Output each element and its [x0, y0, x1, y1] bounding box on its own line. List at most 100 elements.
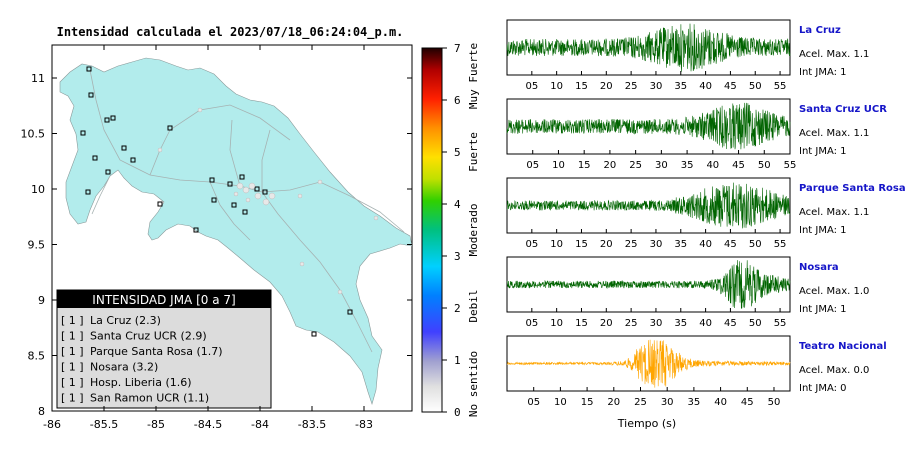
trace-tick-label: 20 [600, 318, 613, 329]
trace-tick-label: 35 [674, 318, 687, 329]
legend-item-name: Santa Cruz UCR (2.9) [90, 330, 207, 343]
lon-tick-label: -84 [251, 418, 269, 431]
station-name: Teatro Nacional [799, 341, 887, 352]
station-jma: Int JMA: 1 [799, 225, 847, 236]
lat-axis: 11 10.5 10 9.5 9 8.5 8 [21, 72, 412, 418]
legend-item-level: [ 1 ] [61, 392, 84, 405]
station-acel: Acel. Max. 1.1 [799, 49, 869, 60]
trace-tick-label: 25 [629, 160, 642, 171]
trace-tick-label: 50 [749, 239, 762, 250]
trace-tick-label: 40 [699, 81, 712, 92]
trace-tick-label: 20 [600, 239, 613, 250]
trace-tick-label: 45 [724, 239, 737, 250]
trace-tick-label: 05 [525, 81, 538, 92]
trace-tick-label: 45 [724, 81, 737, 92]
legend-box [56, 289, 272, 409]
lat-tick-label: 9 [38, 294, 45, 307]
lat-tick-label: 8 [38, 405, 45, 418]
station-jma: Int JMA: 1 [799, 146, 847, 157]
colorbar-tick-label: 4 [454, 198, 461, 211]
waveform [506, 260, 791, 309]
trace-tick-label: 35 [674, 239, 687, 250]
trace-tick-label: 30 [655, 160, 668, 171]
colorbar-tick-label: 0 [454, 406, 461, 419]
trace-tick-label: 50 [768, 397, 781, 408]
trace-tick-label: 55 [774, 318, 787, 329]
waveform [506, 102, 791, 150]
trace-tick-label: 35 [674, 81, 687, 92]
station-jma: Int JMA: 1 [799, 304, 847, 315]
station-jma: Int JMA: 1 [799, 67, 847, 78]
station-name: Parque Santa Rosa [799, 183, 906, 194]
colorbar-gradient [421, 47, 443, 413]
trace-tick-label: 45 [724, 318, 737, 329]
trace-tick-label: 05 [525, 239, 538, 250]
trace-tick-label: 25 [625, 239, 638, 250]
seismogram-panel: 05 10 15 20 25 30 35 40 45 50 55 La Cruz Acel. Max. … [506, 19, 869, 92]
waveform [506, 339, 791, 388]
trace-tick-label: 30 [650, 81, 663, 92]
intensity-map: INTENSIDAD JMA [0 a 7] [ 1 ] La Cruz (2.3… [21, 44, 413, 431]
station-acel: Acel. Max. 1.1 [799, 207, 869, 218]
page-title: Intensidad calculada el 2023/07/18_06:24… [57, 25, 404, 40]
colorbar-category-label: No sentido [467, 351, 480, 417]
trace-tick-label: 40 [699, 239, 712, 250]
trace-tick-label: 15 [575, 318, 588, 329]
legend-item-name: La Cruz (2.3) [90, 314, 161, 327]
trace-tick-label: 10 [554, 397, 567, 408]
colorbar-category-label: Muy Fuerte [467, 43, 480, 109]
city-cluster [157, 107, 379, 295]
trace-tick-label: 10 [550, 318, 563, 329]
station-acel: Acel. Max. 1.1 [799, 128, 869, 139]
colorbar-tick-label: 6 [454, 94, 461, 107]
intensity-colorbar: 0 1 2 3 4 5 6 7 No sentido Debil Moderado Fuerte Mu… [421, 42, 480, 419]
seismogram-panel: 05 10 15 20 25 30 35 40 45 50 55 Santa Cruz UCR Acel… [506, 98, 887, 171]
legend-item-name: Hosp. Liberia (1.6) [90, 376, 192, 389]
trace-tick-label: 50 [758, 160, 771, 171]
legend-item-level: [ 1 ] [61, 376, 84, 389]
waveform [506, 23, 791, 72]
station-name: La Cruz [799, 25, 841, 36]
costa-rica-land [59, 57, 412, 406]
colorbar-tick-label: 5 [454, 146, 461, 159]
trace-tick-label: 15 [581, 397, 594, 408]
lon-tick-label: -84.5 [194, 418, 222, 431]
lon-tick-label: -85 [147, 418, 165, 431]
lat-tick-label: 8.5 [28, 350, 46, 363]
trace-tick-label: 55 [774, 81, 787, 92]
lat-tick-label: 9.5 [28, 239, 46, 252]
trace-tick-label: 25 [634, 397, 647, 408]
trace-tick-label: 15 [575, 81, 588, 92]
legend-item-level: [ 1 ] [61, 345, 84, 358]
legend-item-name: San Ramon UCR (1.1) [90, 392, 209, 405]
trace-tick-label: 10 [550, 239, 563, 250]
trace-tick-label: 40 [706, 160, 719, 171]
waveform [506, 182, 791, 229]
seismogram-panel: 05 10 15 20 25 30 35 40 45 50 55 Nosara Acel. Max. 1… [506, 256, 869, 329]
colorbar-category-label: Fuerte [467, 132, 480, 172]
trace-tick-label: 30 [661, 397, 674, 408]
lon-tick-label: -83 [355, 418, 373, 431]
trace-tick-label: 05 [525, 318, 538, 329]
colorbar-tick-label: 1 [454, 354, 461, 367]
trace-tick-label: 15 [575, 239, 588, 250]
road-network [89, 69, 405, 353]
legend-item-name: Parque Santa Rosa (1.7) [90, 345, 223, 358]
lon-axis: -86 -85.5 -85 -84.5 -84 -83.5 -83 [43, 45, 373, 431]
trace-tick-label: 25 [625, 318, 638, 329]
colorbar-tick-label: 2 [454, 302, 461, 315]
trace-tick-label: 20 [607, 397, 620, 408]
legend-item-name: Nosara (3.2) [90, 361, 158, 374]
trace-tick-label: 45 [741, 397, 754, 408]
trace-tick-label: 05 [526, 160, 539, 171]
legend-header: INTENSIDAD JMA [0 a 7] [92, 293, 235, 307]
time-axis-label: Tiempo (s) [617, 417, 676, 430]
trace-tick-label: 30 [650, 318, 663, 329]
lon-tick-label: -85.5 [90, 418, 118, 431]
seismogram-panel: 05 10 15 20 25 30 35 40 45 50 Teatro Nacional Acel.… [506, 335, 887, 408]
trace-tick-label: 55 [774, 239, 787, 250]
lon-tick-label: -86 [43, 418, 61, 431]
lat-tick-label: 10 [31, 183, 45, 196]
legend-header-bg [57, 290, 271, 308]
